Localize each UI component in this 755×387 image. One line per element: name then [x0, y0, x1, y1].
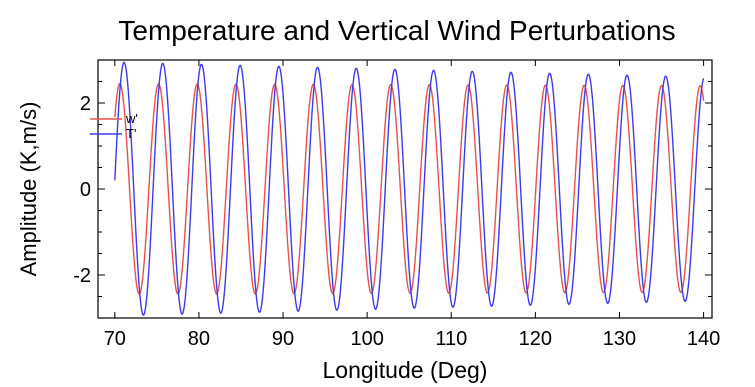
x-axis: 70 80 90 100 110 120 130 140	[104, 60, 720, 350]
x-tick-label: 120	[519, 328, 552, 350]
x-tick-label: 70	[104, 328, 126, 350]
legend-label-t: T'	[126, 126, 136, 141]
x-tick-label: 100	[350, 328, 383, 350]
legend-label-w: w'	[125, 111, 138, 126]
series-line-w	[114, 82, 705, 296]
y-tick-label: 0	[80, 179, 91, 201]
chart-title: Temperature and Vertical Wind Perturbati…	[118, 15, 675, 46]
y-tick-label: 2	[80, 93, 91, 115]
legend: w' T'	[90, 111, 138, 141]
x-tick-label: 130	[603, 328, 636, 350]
x-tick-label: 80	[188, 328, 210, 350]
series-group	[114, 61, 705, 316]
x-axis-label: Longitude (Deg)	[323, 357, 488, 383]
x-tick-label: 90	[272, 328, 294, 350]
x-tick-label: 140	[687, 328, 720, 350]
y-tick-label: -2	[73, 265, 91, 287]
x-tick-label: 110	[435, 328, 467, 350]
series-line-t	[114, 61, 705, 316]
y-axis: -2 0 2	[73, 59, 712, 319]
y-axis-label: Amplitude (K,m/s)	[16, 102, 41, 277]
